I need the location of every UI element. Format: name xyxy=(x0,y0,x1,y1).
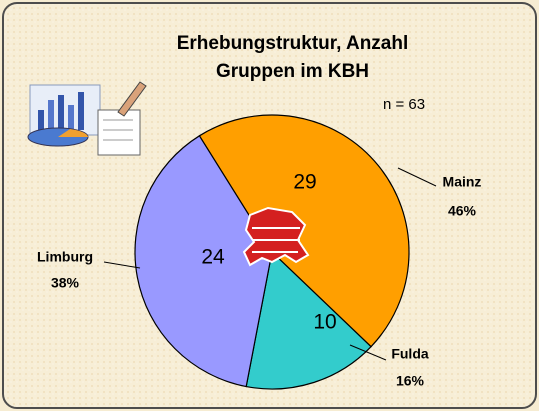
value-label: 10 xyxy=(313,311,336,334)
percent-label: 16% xyxy=(396,373,425,389)
category-label: Fulda xyxy=(391,346,429,362)
percent-label: 46% xyxy=(448,203,477,219)
chart-title: Erhebungstruktur, Anzahl Gruppen im KBH xyxy=(150,30,435,86)
slide: n = 63 29Mainz46%10Fulda16%24Limburg38% … xyxy=(0,0,539,411)
value-label: 29 xyxy=(293,171,316,194)
category-label: Mainz xyxy=(443,174,482,190)
category-label: Limburg xyxy=(37,249,93,265)
annotation: n = 63 xyxy=(383,96,425,113)
percent-label: 38% xyxy=(51,275,80,291)
value-label: 24 xyxy=(201,246,225,269)
